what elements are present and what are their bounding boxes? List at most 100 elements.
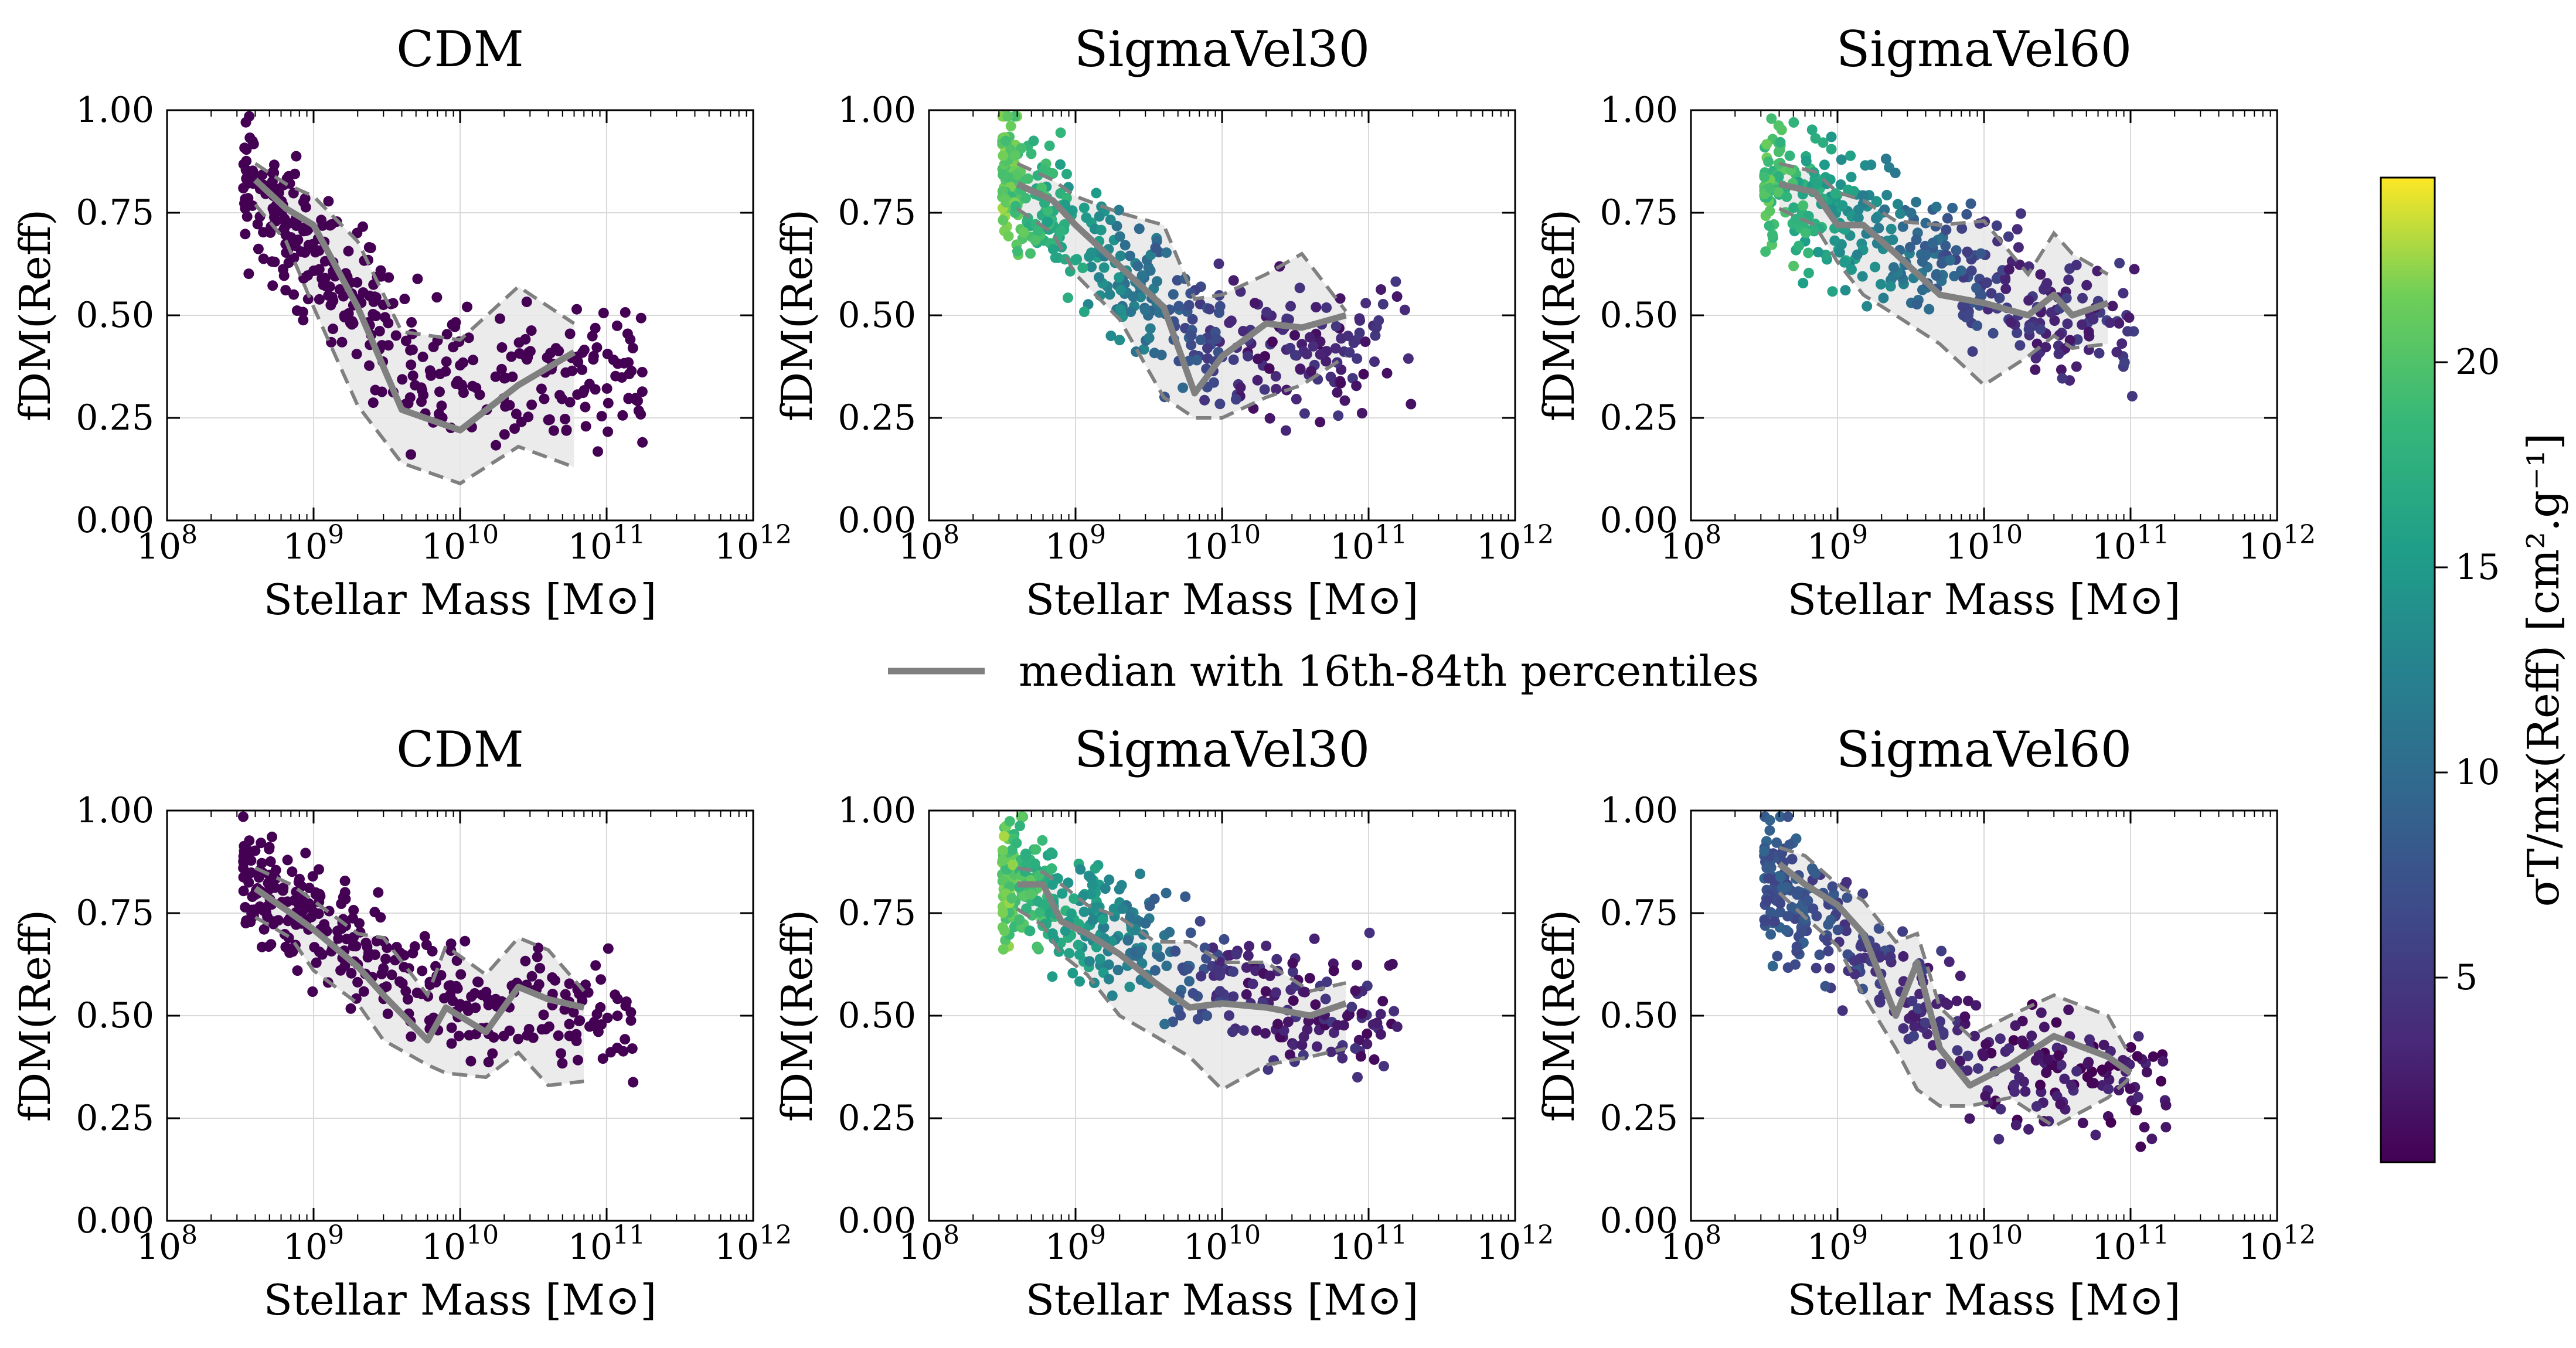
scatter-point — [1015, 821, 1025, 832]
scatter-point — [1026, 889, 1037, 900]
scatter-point — [1936, 945, 1947, 956]
scatter-point — [1776, 124, 1787, 135]
scatter-point — [1352, 959, 1363, 971]
scatter-point — [427, 946, 438, 956]
scatter-point — [603, 397, 614, 409]
scatter-point — [521, 297, 532, 307]
scatter-point — [2156, 1075, 2167, 1087]
x-axis-label: Stellar Mass [M⊙] — [264, 575, 657, 624]
scatter-point — [1963, 995, 1973, 1006]
scatter-point — [1068, 893, 1080, 904]
y-tick-label: 0.50 — [1600, 295, 1678, 336]
scatter-point — [1028, 135, 1039, 147]
scatter-point — [1812, 178, 1823, 189]
scatter-point — [440, 366, 451, 377]
x-tick-label: 1012 — [714, 520, 792, 567]
scatter-point — [1018, 227, 1029, 238]
scatter-point — [1227, 1026, 1238, 1037]
scatter-point — [1874, 997, 1886, 1008]
scatter-point — [1976, 290, 1987, 301]
scatter-point — [1037, 835, 1048, 846]
scatter-point — [1764, 815, 1775, 826]
scatter-point — [526, 971, 537, 982]
scatter-point — [352, 277, 363, 288]
scatter-point — [1264, 413, 1275, 424]
scatter-point — [999, 925, 1010, 937]
scatter-point — [523, 1024, 535, 1034]
scatter-point — [1947, 202, 1958, 213]
scatter-point — [1022, 173, 1033, 184]
scatter-point — [265, 856, 276, 867]
p16-line — [254, 203, 575, 486]
y-tick-label: 0.75 — [76, 893, 154, 934]
x-axis-label: Stellar Mass [M⊙] — [1788, 1275, 2181, 1325]
scatter-point — [1760, 915, 1771, 927]
scatter-point — [282, 855, 293, 866]
scatter-point — [1843, 184, 1854, 195]
scatter-point — [1991, 273, 2002, 284]
scatter-point — [1047, 168, 1059, 179]
scatter-point — [304, 883, 315, 894]
scatter-point — [2006, 317, 2017, 328]
scatter-point — [348, 318, 359, 329]
scatter-point — [1310, 999, 1321, 1010]
scatter-point — [2124, 312, 2135, 323]
scatter-point — [258, 253, 269, 264]
scatter-point — [1956, 265, 1967, 276]
scatter-point — [1941, 224, 1952, 236]
y-axis-label: fDM(Reff) — [11, 910, 60, 1122]
scatter-point — [2125, 1083, 2136, 1094]
scatter-point — [1094, 211, 1105, 222]
ticks — [166, 109, 754, 522]
scatter-point — [303, 898, 314, 909]
scatter-point — [539, 393, 550, 404]
scatter-point — [428, 341, 439, 352]
scatter-point — [579, 345, 590, 356]
scatter-point — [243, 193, 254, 204]
scatter-point — [339, 960, 351, 971]
scatter-point — [1971, 282, 1982, 294]
scatter-point — [1806, 124, 1818, 135]
scatter-point — [306, 911, 317, 923]
scatter-point — [487, 1048, 498, 1059]
x-tick-label: 1012 — [1476, 520, 1554, 567]
scatter-point — [2132, 1051, 2143, 1062]
scatter-point — [528, 1032, 539, 1043]
scatter-point — [601, 383, 612, 394]
scatter-point — [1760, 246, 1771, 257]
scatter-point — [1152, 942, 1163, 954]
scatter-point — [1332, 1020, 1343, 1031]
scatter-point — [603, 426, 614, 437]
scatter-point — [1892, 199, 1903, 210]
y-tick-label: 0.50 — [76, 295, 154, 336]
scatter-point — [2122, 326, 2133, 337]
scatter-point — [238, 811, 249, 822]
scatter-point — [1784, 150, 1795, 161]
scatter-point — [2030, 364, 2041, 375]
scatter-point — [1287, 966, 1298, 977]
scatter-point — [258, 227, 269, 238]
scatter-point — [1399, 304, 1410, 315]
scatter-point — [1765, 929, 1777, 940]
scatter-point — [2030, 353, 2041, 364]
scatter-point — [2041, 278, 2053, 289]
scatter-point — [1911, 196, 1922, 207]
scatter-point — [2003, 231, 2014, 242]
scatter-point — [1994, 292, 2005, 304]
scatter-point — [263, 941, 274, 952]
scatter-point — [491, 440, 502, 451]
scatter-point — [1835, 247, 1845, 258]
scatter-point — [1969, 1030, 1980, 1041]
scatter-point — [1114, 335, 1125, 346]
scatter-point — [441, 356, 452, 367]
scatter-point — [1122, 935, 1134, 946]
scatter-point — [300, 847, 311, 859]
scatter-point — [1224, 1010, 1234, 1021]
scatter-point — [1794, 240, 1804, 251]
scatter-point — [1375, 1009, 1386, 1020]
scatter-point — [1055, 159, 1066, 170]
ticks — [1690, 109, 2278, 522]
scatter-point — [1800, 227, 1811, 239]
scatter-point — [1196, 971, 1207, 982]
scatter-point — [1011, 169, 1022, 181]
